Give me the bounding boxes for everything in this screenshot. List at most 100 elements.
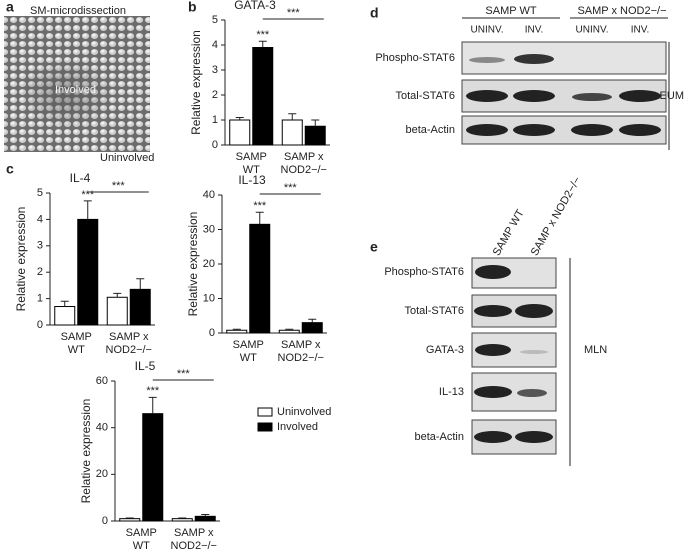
bar xyxy=(129,288,151,326)
bar xyxy=(194,515,216,522)
blot-e: SAMP WT SAMP x NOD2−/− Phospho-STAT6 Tot… xyxy=(384,175,607,466)
y-tick-label: 0 xyxy=(212,139,218,151)
y-tick-label: 4 xyxy=(37,213,43,225)
error-bar xyxy=(148,396,157,414)
blot-d: SAMP WT SAMP x NOD2−/− UNINV. INV. UNINV… xyxy=(375,5,684,150)
panel-label: a xyxy=(6,0,14,15)
bar xyxy=(252,47,274,146)
significance: *** xyxy=(284,182,298,194)
chart-title: GATA-3 xyxy=(234,0,276,12)
y-tick-label: 40 xyxy=(203,189,215,201)
band xyxy=(513,124,555,136)
row-label: GATA-3 xyxy=(426,344,464,356)
error-bar xyxy=(255,211,264,225)
chart-title: IL-5 xyxy=(135,359,156,373)
lane-label: SAMP WT xyxy=(491,207,527,258)
legend-swatch xyxy=(257,422,273,432)
chart-title: IL-4 xyxy=(70,171,91,185)
x-tick-label: NOD2−/− xyxy=(278,352,324,364)
legend-swatch xyxy=(257,407,273,417)
x-tick-label: SAMP x xyxy=(174,527,214,539)
error-bar xyxy=(232,328,241,331)
x-tick-label: SAMP xyxy=(236,151,267,163)
error-bar xyxy=(201,513,210,517)
y-tick-label: 30 xyxy=(203,223,215,235)
y-axis-label: Relative expression xyxy=(14,207,28,312)
x-tick-label: WT xyxy=(68,344,85,356)
y-tick-label: 5 xyxy=(37,187,43,199)
significance: *** xyxy=(81,189,95,201)
row-label: Phospho-STAT6 xyxy=(375,52,455,64)
y-tick-label: 60 xyxy=(96,375,108,387)
x-tick-label: SAMP x xyxy=(109,331,149,343)
band xyxy=(515,431,553,443)
panel-label: b xyxy=(188,0,197,15)
y-tick-label: 1 xyxy=(37,293,43,305)
x-tick-label: NOD2−/− xyxy=(171,540,217,552)
y-tick-label: 2 xyxy=(212,89,218,101)
significance: *** xyxy=(112,180,126,192)
error-bar xyxy=(60,300,69,307)
band xyxy=(513,90,555,102)
row-label: Phospho-STAT6 xyxy=(384,266,464,278)
group-label: SAMP WT xyxy=(485,5,536,17)
error-bar xyxy=(258,40,267,48)
row-label: beta-Actin xyxy=(414,431,464,443)
panel-label: e xyxy=(370,239,378,255)
tissue-label: ILEUM xyxy=(650,90,684,102)
x-tick-label: SAMP x xyxy=(281,339,321,351)
bar xyxy=(229,119,251,146)
y-tick-label: 0 xyxy=(37,319,43,331)
band xyxy=(514,54,554,64)
y-tick-label: 0 xyxy=(209,327,215,339)
bar xyxy=(77,218,99,326)
y-axis-label: Relative expression xyxy=(186,212,200,317)
legend-label: Involved xyxy=(277,421,318,433)
panel-label: d xyxy=(370,5,379,21)
bar xyxy=(142,413,164,522)
y-tick-label: 2 xyxy=(37,266,43,278)
error-bar xyxy=(125,517,134,519)
y-tick-label: 40 xyxy=(96,422,108,434)
panel-label: c xyxy=(6,161,14,177)
error-bar xyxy=(311,119,320,127)
error-bar xyxy=(83,200,92,220)
x-tick-label: WT xyxy=(243,164,260,176)
bar xyxy=(301,322,323,334)
lane-label: SAMP x NOD2−/− xyxy=(529,175,584,258)
x-tick-label: SAMP xyxy=(233,339,264,351)
band xyxy=(619,90,661,102)
band xyxy=(517,389,547,397)
x-tick-label: SAMP xyxy=(61,331,92,343)
x-tick-label: NOD2−/− xyxy=(281,164,327,176)
image-label: Uninvolved xyxy=(100,152,154,164)
image-title: SM-microdissection xyxy=(30,5,126,17)
significance: *** xyxy=(177,368,191,380)
y-axis-label: Relative expression xyxy=(79,399,93,504)
y-tick-label: 20 xyxy=(203,258,215,270)
band xyxy=(466,90,508,102)
y-tick-label: 5 xyxy=(212,14,218,26)
y-tick-label: 0 xyxy=(102,515,108,527)
y-tick-label: 3 xyxy=(212,64,218,76)
x-tick-label: WT xyxy=(240,352,257,364)
error-bar xyxy=(285,328,294,331)
y-tick-label: 1 xyxy=(212,114,218,126)
involved-area xyxy=(22,54,118,126)
band xyxy=(469,57,505,63)
error-bar xyxy=(308,318,317,323)
band xyxy=(474,305,512,317)
significance: *** xyxy=(146,385,160,397)
bar xyxy=(278,329,300,334)
bar xyxy=(304,125,326,146)
band xyxy=(572,93,612,101)
bar xyxy=(249,223,271,334)
error-bar xyxy=(136,278,145,290)
band xyxy=(466,124,508,136)
x-tick-label: SAMP xyxy=(126,527,157,539)
error-bar xyxy=(288,113,297,120)
band xyxy=(475,344,511,356)
lane-label: UNINV. xyxy=(576,25,609,36)
group-label: SAMP x NOD2−/− xyxy=(577,5,666,17)
